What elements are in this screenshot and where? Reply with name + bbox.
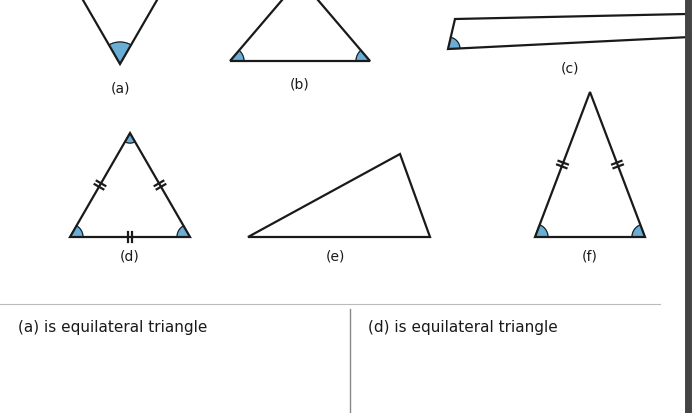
Text: (b): (b) xyxy=(290,78,310,92)
Polygon shape xyxy=(109,43,131,65)
Polygon shape xyxy=(70,226,83,237)
Text: (a): (a) xyxy=(111,82,130,96)
Polygon shape xyxy=(177,226,190,237)
Polygon shape xyxy=(230,51,244,62)
Text: (f): (f) xyxy=(582,249,598,263)
Polygon shape xyxy=(448,38,460,50)
Polygon shape xyxy=(356,51,370,62)
Text: (c): (c) xyxy=(561,62,579,76)
Text: (a) is equilateral triangle: (a) is equilateral triangle xyxy=(18,319,207,334)
Text: (d) is equilateral triangle: (d) is equilateral triangle xyxy=(368,319,558,334)
Polygon shape xyxy=(125,134,135,144)
Polygon shape xyxy=(632,225,645,237)
Text: (e): (e) xyxy=(326,249,344,263)
Polygon shape xyxy=(535,225,548,237)
Text: (d): (d) xyxy=(120,249,140,263)
